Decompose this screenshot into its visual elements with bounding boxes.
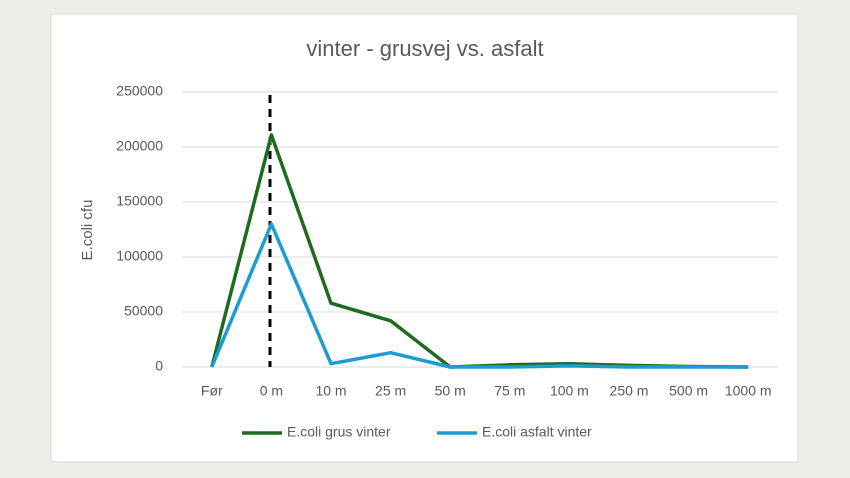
chart-card — [50, 13, 799, 463]
y-axis-label: E.coli cfu — [79, 200, 96, 261]
legend-label: E.coli grus vinter — [287, 424, 391, 440]
x-tick-label: 10 m — [315, 383, 346, 399]
y-tick-label: 250000 — [116, 83, 163, 99]
legend-label: E.coli asfalt vinter — [482, 424, 592, 440]
y-tick-label: 100000 — [116, 248, 163, 264]
x-tick-label: 250 m — [610, 383, 649, 399]
y-tick-label: 200000 — [116, 138, 163, 154]
series-line — [210, 222, 749, 369]
y-tick-label: 50000 — [124, 303, 163, 319]
chart-title: vinter - grusvej vs. asfalt — [306, 36, 543, 61]
x-tick-label: 1000 m — [725, 383, 772, 399]
x-tick-label: 0 m — [260, 383, 283, 399]
x-tick-label: 100 m — [550, 383, 589, 399]
y-tick-label: 0 — [155, 358, 163, 374]
x-tick-label: 25 m — [375, 383, 406, 399]
y-tick-label: 150000 — [116, 193, 163, 209]
x-tick-label: 500 m — [669, 383, 708, 399]
x-tick-label: 50 m — [435, 383, 466, 399]
plot: E.coli grus vinter E.coli asfalt vinter — [210, 133, 749, 440]
x-tick-label: Før — [201, 383, 223, 399]
x-tick-label: 75 m — [494, 383, 525, 399]
